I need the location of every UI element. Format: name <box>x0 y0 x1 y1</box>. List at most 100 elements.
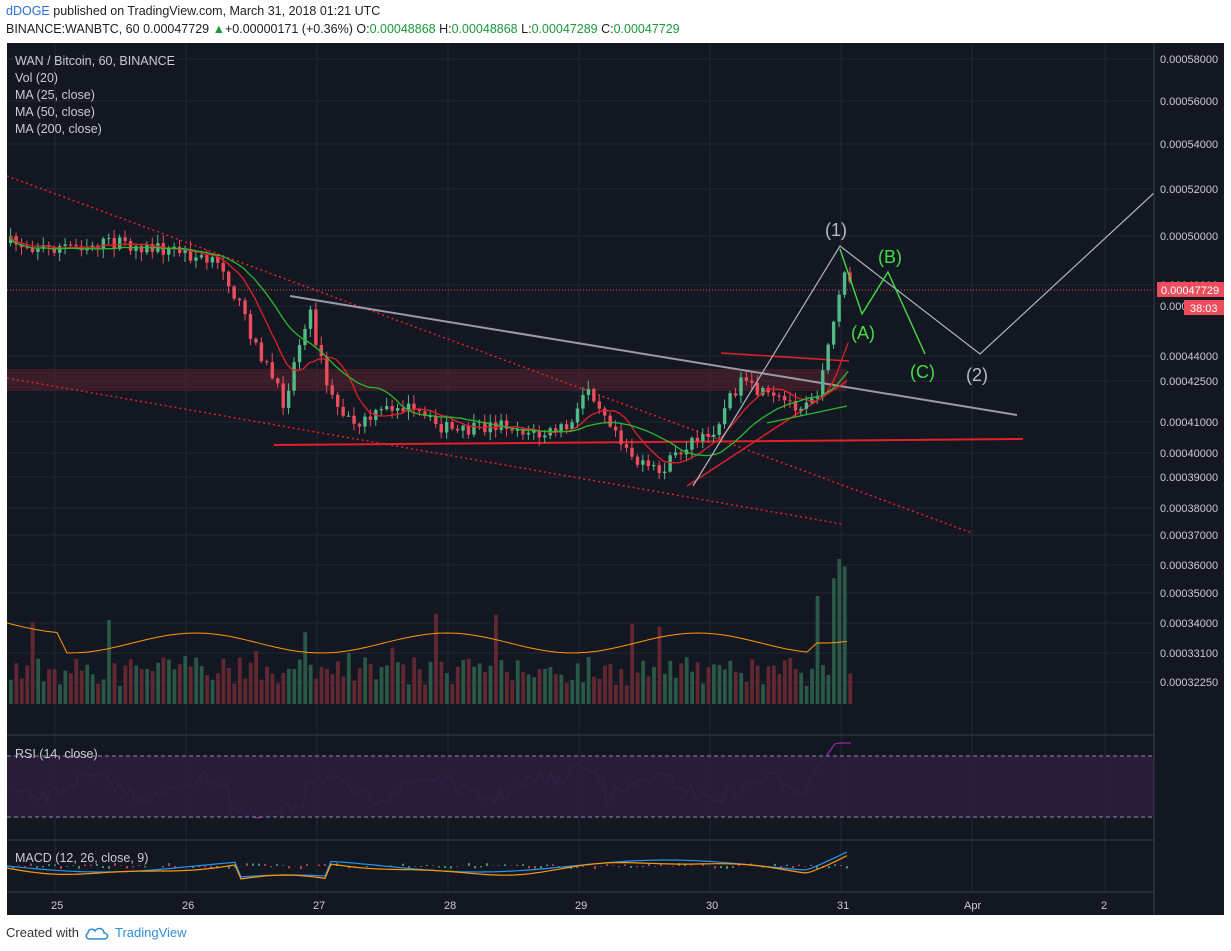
volume-bar <box>646 676 651 704</box>
volume-bar <box>815 595 820 704</box>
support-line <box>273 438 1024 446</box>
candle-body <box>619 430 623 445</box>
volume-bar <box>172 669 177 704</box>
candle-body <box>52 246 56 253</box>
candle-body <box>543 435 547 438</box>
volume-ma-line <box>7 622 848 654</box>
descending-resistance-line <box>289 295 1018 416</box>
candle-body <box>733 393 738 396</box>
price-tick-label: 0.00039000 <box>1160 472 1218 484</box>
volume-bar <box>227 667 231 704</box>
volume-bar <box>221 658 226 704</box>
candle-body <box>123 237 127 242</box>
volume-bar <box>118 685 122 704</box>
candle-body <box>319 344 324 357</box>
volume-bar <box>41 681 46 704</box>
candle-body <box>624 444 629 448</box>
volume-bar <box>150 671 155 704</box>
volume-bar <box>205 675 209 704</box>
candle-body <box>406 403 411 412</box>
candle-body <box>613 426 618 431</box>
volume-bar <box>603 665 607 704</box>
candle-body <box>428 415 433 417</box>
volume-bar <box>504 671 509 704</box>
candle-body <box>363 416 367 427</box>
candle-body <box>423 411 427 417</box>
candle-body <box>379 409 383 411</box>
volume-bar <box>292 668 297 704</box>
wave-1-label: (1) <box>825 220 847 240</box>
candle-body <box>281 383 285 408</box>
open-label: O: <box>356 22 370 36</box>
volume-bar <box>733 671 738 704</box>
price-axis[interactable] <box>1154 43 1224 915</box>
volume-bar <box>684 657 689 704</box>
legend-ma50: MA (50, close) <box>15 105 95 119</box>
candle-body <box>455 428 460 431</box>
candle-body <box>728 393 732 409</box>
volume-bar <box>25 665 30 704</box>
volume-bar <box>548 666 553 704</box>
x-tick-apr: Apr <box>964 900 981 912</box>
candle-body <box>597 401 601 409</box>
volume-bar <box>494 614 498 704</box>
rsi-band <box>7 756 1154 817</box>
wave-b-label: (B) <box>878 247 902 267</box>
candle-body <box>417 408 422 412</box>
volume-bar <box>96 683 100 704</box>
countdown-label: 38:03 <box>1190 303 1218 315</box>
volume-bar <box>515 660 520 704</box>
volume-bar <box>586 656 591 704</box>
volume-bar <box>58 684 62 704</box>
candle-body <box>390 405 394 411</box>
candle-body <box>297 345 302 363</box>
volume-bar <box>668 660 673 704</box>
countdown-tag <box>1184 300 1224 315</box>
candle-body <box>772 392 776 396</box>
candle-body <box>314 309 318 345</box>
wave-projection <box>692 192 1155 487</box>
volume-bar <box>608 663 613 704</box>
tradingview-link[interactable]: TradingView <box>114 925 187 940</box>
candle-body <box>325 356 329 386</box>
candle-body <box>701 434 705 442</box>
candle-body <box>750 380 754 383</box>
candle-body <box>254 338 258 343</box>
author-link[interactable]: dDOGE <box>6 4 50 18</box>
volume-bar <box>483 672 487 704</box>
volume-bar <box>739 672 744 704</box>
chart-canvas[interactable]: 80.000060.000040.000020.00000.0000 WAN /… <box>7 43 1224 915</box>
price-tick-label: 0.00036000 <box>1160 560 1218 572</box>
time-axis[interactable]: 25 26 27 28 29 30 31 Apr 2 <box>51 900 1107 912</box>
candle-body <box>815 396 819 399</box>
volume-bar <box>488 665 493 704</box>
volume-bar <box>434 613 438 704</box>
candle-body <box>41 245 46 249</box>
candle-body <box>112 238 116 250</box>
candle-body <box>368 416 373 420</box>
volume-bar <box>717 665 722 704</box>
volume-bar <box>728 660 733 704</box>
candle-body <box>842 272 847 295</box>
last-price: 0.00047729 <box>143 22 210 36</box>
candle-body <box>303 328 307 346</box>
candle-body <box>461 425 465 431</box>
volume-bar <box>417 669 422 704</box>
candle-body <box>401 408 405 412</box>
volume-bar <box>831 578 836 704</box>
candle-body <box>564 424 569 430</box>
ohlc-line: BINANCE:WANBTC, 60 0.00047729 ▲+0.000001… <box>6 22 680 36</box>
candle-body <box>679 452 683 455</box>
signal-line <box>7 855 848 880</box>
rising-ma-line <box>766 405 848 424</box>
candle-body <box>826 344 830 371</box>
volume-bar <box>145 669 150 704</box>
volume-bar <box>673 677 678 704</box>
candle-body <box>821 370 825 397</box>
volume-bar <box>701 683 705 704</box>
symbol-label: BINANCE:WANBTC, 60 <box>6 22 140 36</box>
volume-bar <box>183 656 188 704</box>
x-tick-29: 29 <box>575 900 587 912</box>
volume-bar <box>107 619 111 704</box>
price-tick-label: 0.00041000 <box>1160 417 1218 429</box>
